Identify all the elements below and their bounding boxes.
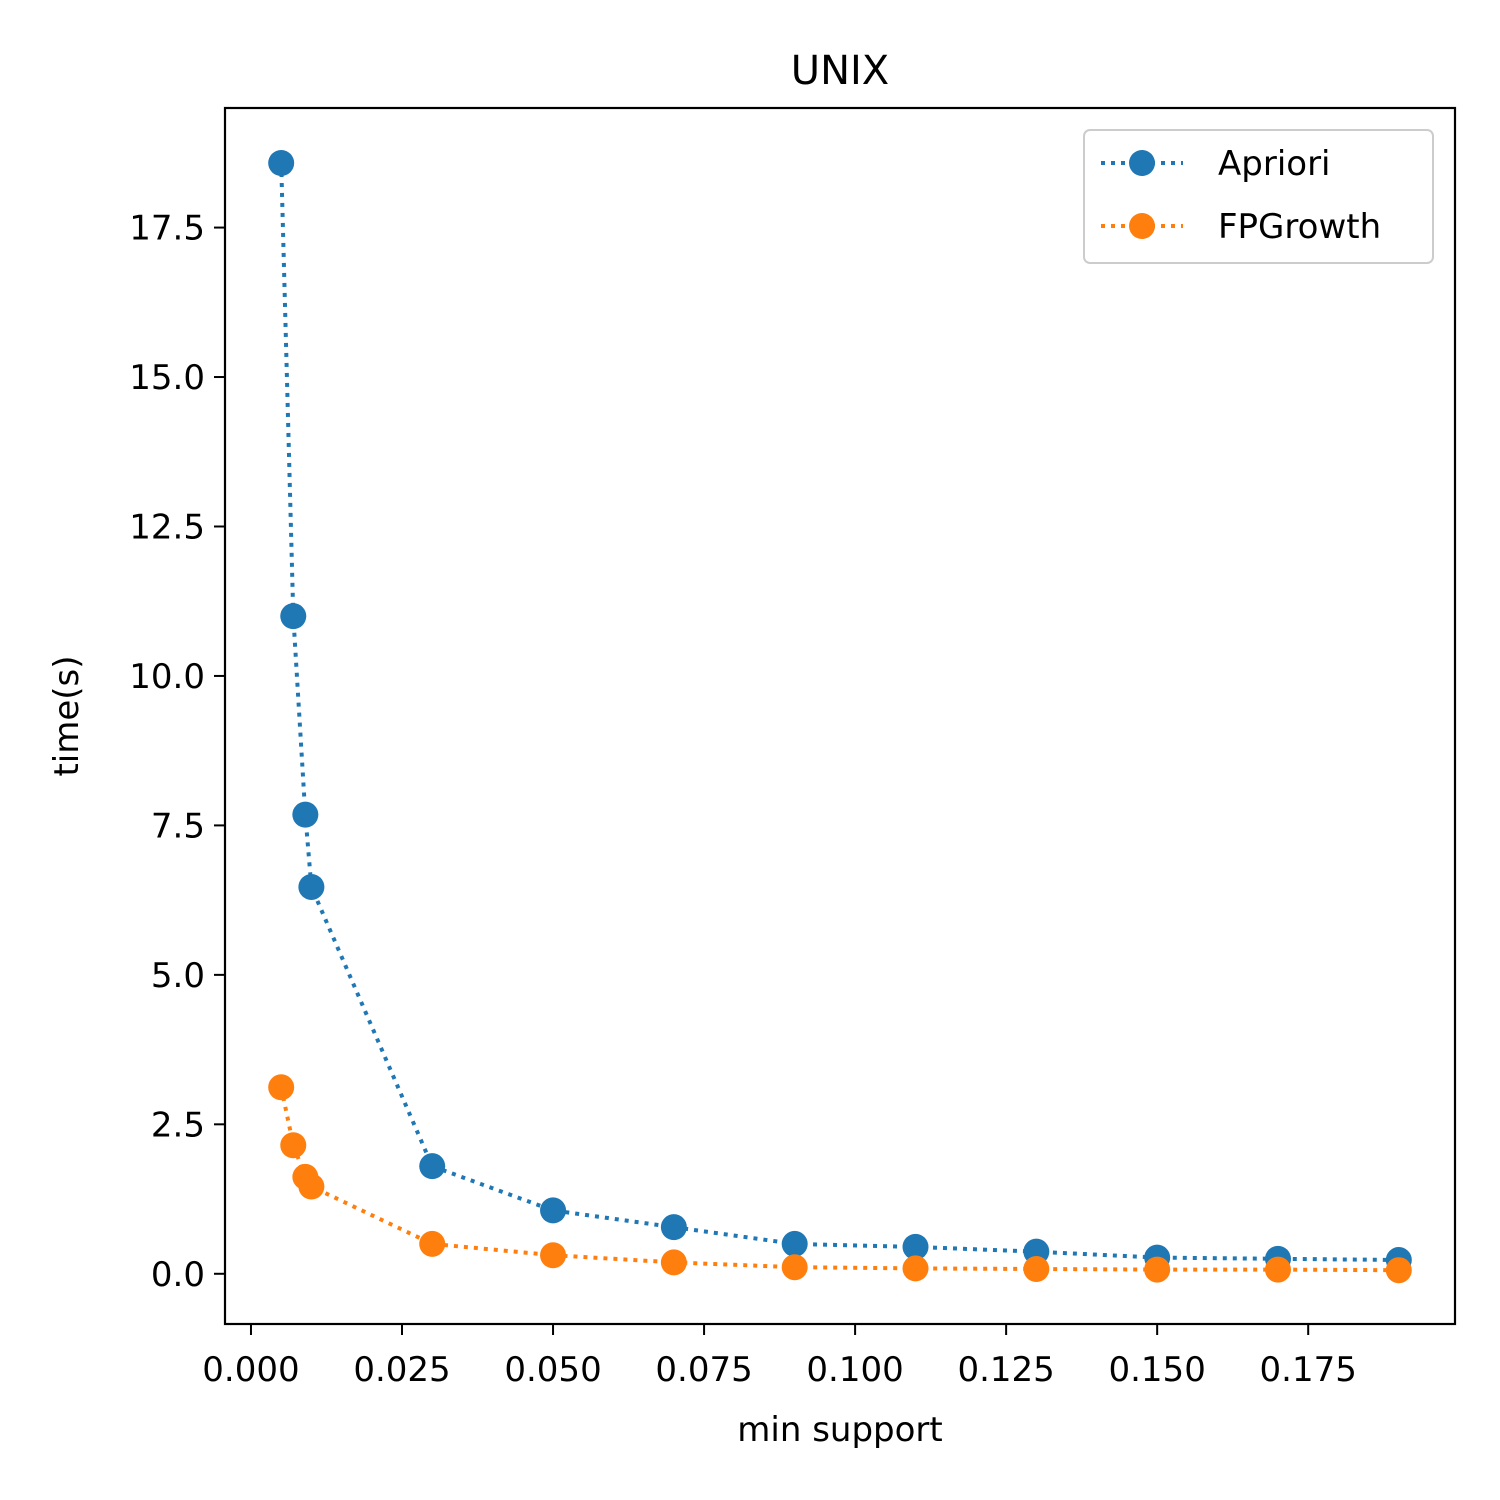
- y-tick-label: 17.5: [129, 209, 205, 249]
- data-point-fpgrowth: [1264, 1256, 1291, 1283]
- data-point-apriori: [540, 1197, 567, 1224]
- legend-marker-apriori: [1129, 150, 1155, 176]
- data-point-apriori: [781, 1230, 808, 1257]
- x-axis: 0.000 0.025 0.050 0.075 0.100 0.125 0.150 0.175: [202, 1324, 1357, 1390]
- data-point-apriori: [419, 1153, 446, 1180]
- data-point-fpgrowth: [902, 1255, 929, 1282]
- data-point-apriori: [268, 150, 295, 177]
- series-line-apriori: [279, 162, 1399, 1262]
- data-point-fpgrowth: [268, 1074, 295, 1101]
- data-point-apriori: [660, 1214, 687, 1241]
- axes-frame: [223, 106, 1457, 1326]
- x-tick-label: 0.100: [806, 1350, 903, 1390]
- data-point-fpgrowth: [280, 1132, 307, 1159]
- legend-marker-fpgrowth: [1129, 213, 1155, 239]
- x-tick-label: 0.025: [353, 1350, 450, 1390]
- x-axis-label: min support: [737, 1410, 942, 1450]
- y-tick-label: 0.0: [151, 1255, 205, 1295]
- legend: Apriori FPGrowth: [1083, 129, 1434, 264]
- y-tick-label: 10.0: [129, 657, 205, 697]
- x-tick-label: 0.125: [957, 1350, 1054, 1390]
- plot-area: [268, 150, 1412, 1284]
- data-point-apriori: [292, 801, 319, 828]
- y-tick-label: 2.5: [151, 1105, 205, 1145]
- data-point-apriori: [280, 603, 307, 630]
- data-point-apriori: [902, 1233, 929, 1260]
- y-axis: 0.0 2.5 5.0 7.5 10.0 12.5 15.0 17.5: [129, 209, 225, 1295]
- y-tick-label: 15.0: [129, 358, 205, 398]
- y-tick-label: 7.5: [151, 806, 205, 846]
- y-axis-label: time(s): [47, 655, 87, 776]
- x-tick-label: 0.150: [1108, 1350, 1205, 1390]
- data-point-fpgrowth: [419, 1230, 446, 1257]
- data-point-fpgrowth: [298, 1173, 325, 1200]
- y-tick-label: 5.0: [151, 956, 205, 996]
- y-tick-label: 12.5: [129, 507, 205, 547]
- x-tick-label: 0.075: [655, 1350, 752, 1390]
- data-point-fpgrowth: [540, 1242, 567, 1269]
- data-point-apriori: [298, 873, 325, 900]
- legend-label-apriori: Apriori: [1218, 144, 1331, 184]
- data-point-fpgrowth: [781, 1254, 808, 1281]
- x-tick-label: 0.000: [202, 1350, 299, 1390]
- series-line-fpgrowth: [279, 1086, 1399, 1273]
- x-tick-label: 0.050: [504, 1350, 601, 1390]
- data-point-fpgrowth: [1385, 1257, 1412, 1284]
- chart-title: UNIX: [791, 48, 889, 94]
- data-point-fpgrowth: [1144, 1256, 1171, 1283]
- data-point-fpgrowth: [1023, 1255, 1050, 1282]
- x-tick-label: 0.175: [1260, 1350, 1357, 1390]
- legend-label-fpgrowth: FPGrowth: [1218, 207, 1381, 247]
- data-point-fpgrowth: [660, 1249, 687, 1276]
